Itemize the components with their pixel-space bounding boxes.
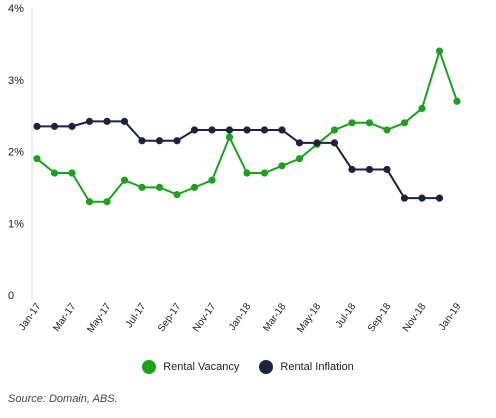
data-point-rental-inflation <box>138 137 146 145</box>
data-point-rental-vacancy <box>400 119 409 127</box>
data-point-rental-vacancy <box>435 47 444 55</box>
data-point-rental-inflation <box>383 165 391 174</box>
data-point-rental-vacancy <box>68 169 76 177</box>
legend-swatch-rental-vacancy <box>142 360 157 374</box>
data-point-rental-inflation <box>190 126 199 134</box>
legend-label-rental-vacancy: Rental Vacancy <box>163 361 240 373</box>
data-point-rental-inflation <box>418 194 426 202</box>
data-point-rental-inflation <box>173 137 181 145</box>
data-point-rental-inflation <box>348 165 356 174</box>
source-note: Source: Domain, ABS. <box>8 393 118 405</box>
y-tick-label: 2% <box>8 147 24 159</box>
data-point-rental-inflation <box>155 137 164 145</box>
data-point-rental-vacancy <box>173 190 181 199</box>
data-point-rental-inflation <box>260 126 269 134</box>
x-tick-label: Sep-17 <box>156 301 184 334</box>
data-point-rental-vacancy <box>330 126 339 134</box>
x-tick-label: Jan-19 <box>437 301 464 333</box>
data-point-rental-inflation <box>50 122 59 130</box>
data-point-rental-vacancy <box>33 155 41 163</box>
data-point-rental-inflation <box>120 117 129 125</box>
x-tick-label: Mar-18 <box>261 301 288 334</box>
data-point-rental-inflation <box>435 194 444 202</box>
data-point-rental-inflation <box>365 165 374 174</box>
legend: Rental Vacancy Rental Inflation <box>0 360 496 374</box>
x-tick-label: Jul-18 <box>334 301 359 330</box>
data-point-rental-vacancy <box>103 198 111 206</box>
legend-item-rental-vacancy: Rental Vacancy <box>142 360 239 374</box>
data-point-rental-inflation <box>85 117 94 125</box>
x-tick-label: Jan-17 <box>17 301 44 333</box>
data-point-rental-vacancy <box>260 169 269 177</box>
data-point-rental-vacancy <box>348 119 356 127</box>
y-tick-label: 1% <box>8 218 24 230</box>
data-point-rental-vacancy <box>208 176 216 184</box>
data-point-rental-vacancy <box>50 169 59 177</box>
x-axis-ticks: Jan-17 Mar-17 May-17 Jul-17 Sep-17 Nov-17 Jan-… <box>17 301 464 335</box>
x-tick-label: Jul-17 <box>124 301 149 330</box>
data-point-rental-vacancy <box>418 104 426 113</box>
x-tick-label: Nov-17 <box>191 301 219 334</box>
series-line-rental-inflation <box>37 120 440 200</box>
data-point-rental-vacancy <box>295 155 304 163</box>
legend-swatch-rental-inflation <box>259 360 274 374</box>
data-point-rental-inflation <box>295 139 304 147</box>
x-tick-label: Mar-17 <box>51 301 78 334</box>
data-point-rental-vacancy <box>120 176 129 184</box>
data-point-rental-vacancy <box>278 162 286 170</box>
x-tick-label: Jan-18 <box>227 301 254 333</box>
data-point-rental-vacancy <box>85 198 94 206</box>
data-point-rental-inflation <box>243 126 251 134</box>
data-point-rental-vacancy <box>155 183 164 191</box>
data-point-rental-inflation <box>103 117 111 125</box>
data-point-rental-inflation <box>68 122 76 130</box>
data-point-rental-inflation <box>225 126 234 134</box>
data-point-rental-vacancy <box>453 97 461 105</box>
y-axis-ticks: 0 1% 2% 3% 4% <box>8 3 24 302</box>
data-point-rental-inflation <box>33 122 41 130</box>
data-point-rental-vacancy <box>365 119 374 127</box>
x-tick-label: May-17 <box>85 301 113 335</box>
x-tick-label: Nov-18 <box>401 301 429 334</box>
legend-label-rental-inflation: Rental Inflation <box>280 361 354 373</box>
legend-item-rental-inflation: Rental Inflation <box>259 360 354 374</box>
y-tick-label: 4% <box>8 3 24 15</box>
data-point-rental-inflation <box>278 126 286 134</box>
data-point-rental-inflation <box>208 126 216 134</box>
x-tick-label: May-18 <box>295 301 323 335</box>
data-point-rental-vacancy <box>243 169 251 177</box>
data-point-rental-vacancy <box>225 133 234 141</box>
data-point-rental-inflation <box>400 194 409 202</box>
line-chart: 0 1% 2% 3% 4% Jan-17 Mar-17 May-17 Jul-17 Sep-17… <box>8 3 464 335</box>
y-tick-label: 3% <box>8 75 24 87</box>
x-tick-label: Sep-18 <box>366 301 394 334</box>
data-point-rental-inflation <box>330 139 339 147</box>
data-point-rental-vacancy <box>383 126 391 134</box>
y-tick-label: 0 <box>8 290 14 302</box>
data-point-rental-inflation <box>313 139 321 147</box>
data-point-rental-vacancy <box>190 183 199 191</box>
series-points <box>33 47 461 206</box>
data-point-rental-vacancy <box>138 183 146 191</box>
